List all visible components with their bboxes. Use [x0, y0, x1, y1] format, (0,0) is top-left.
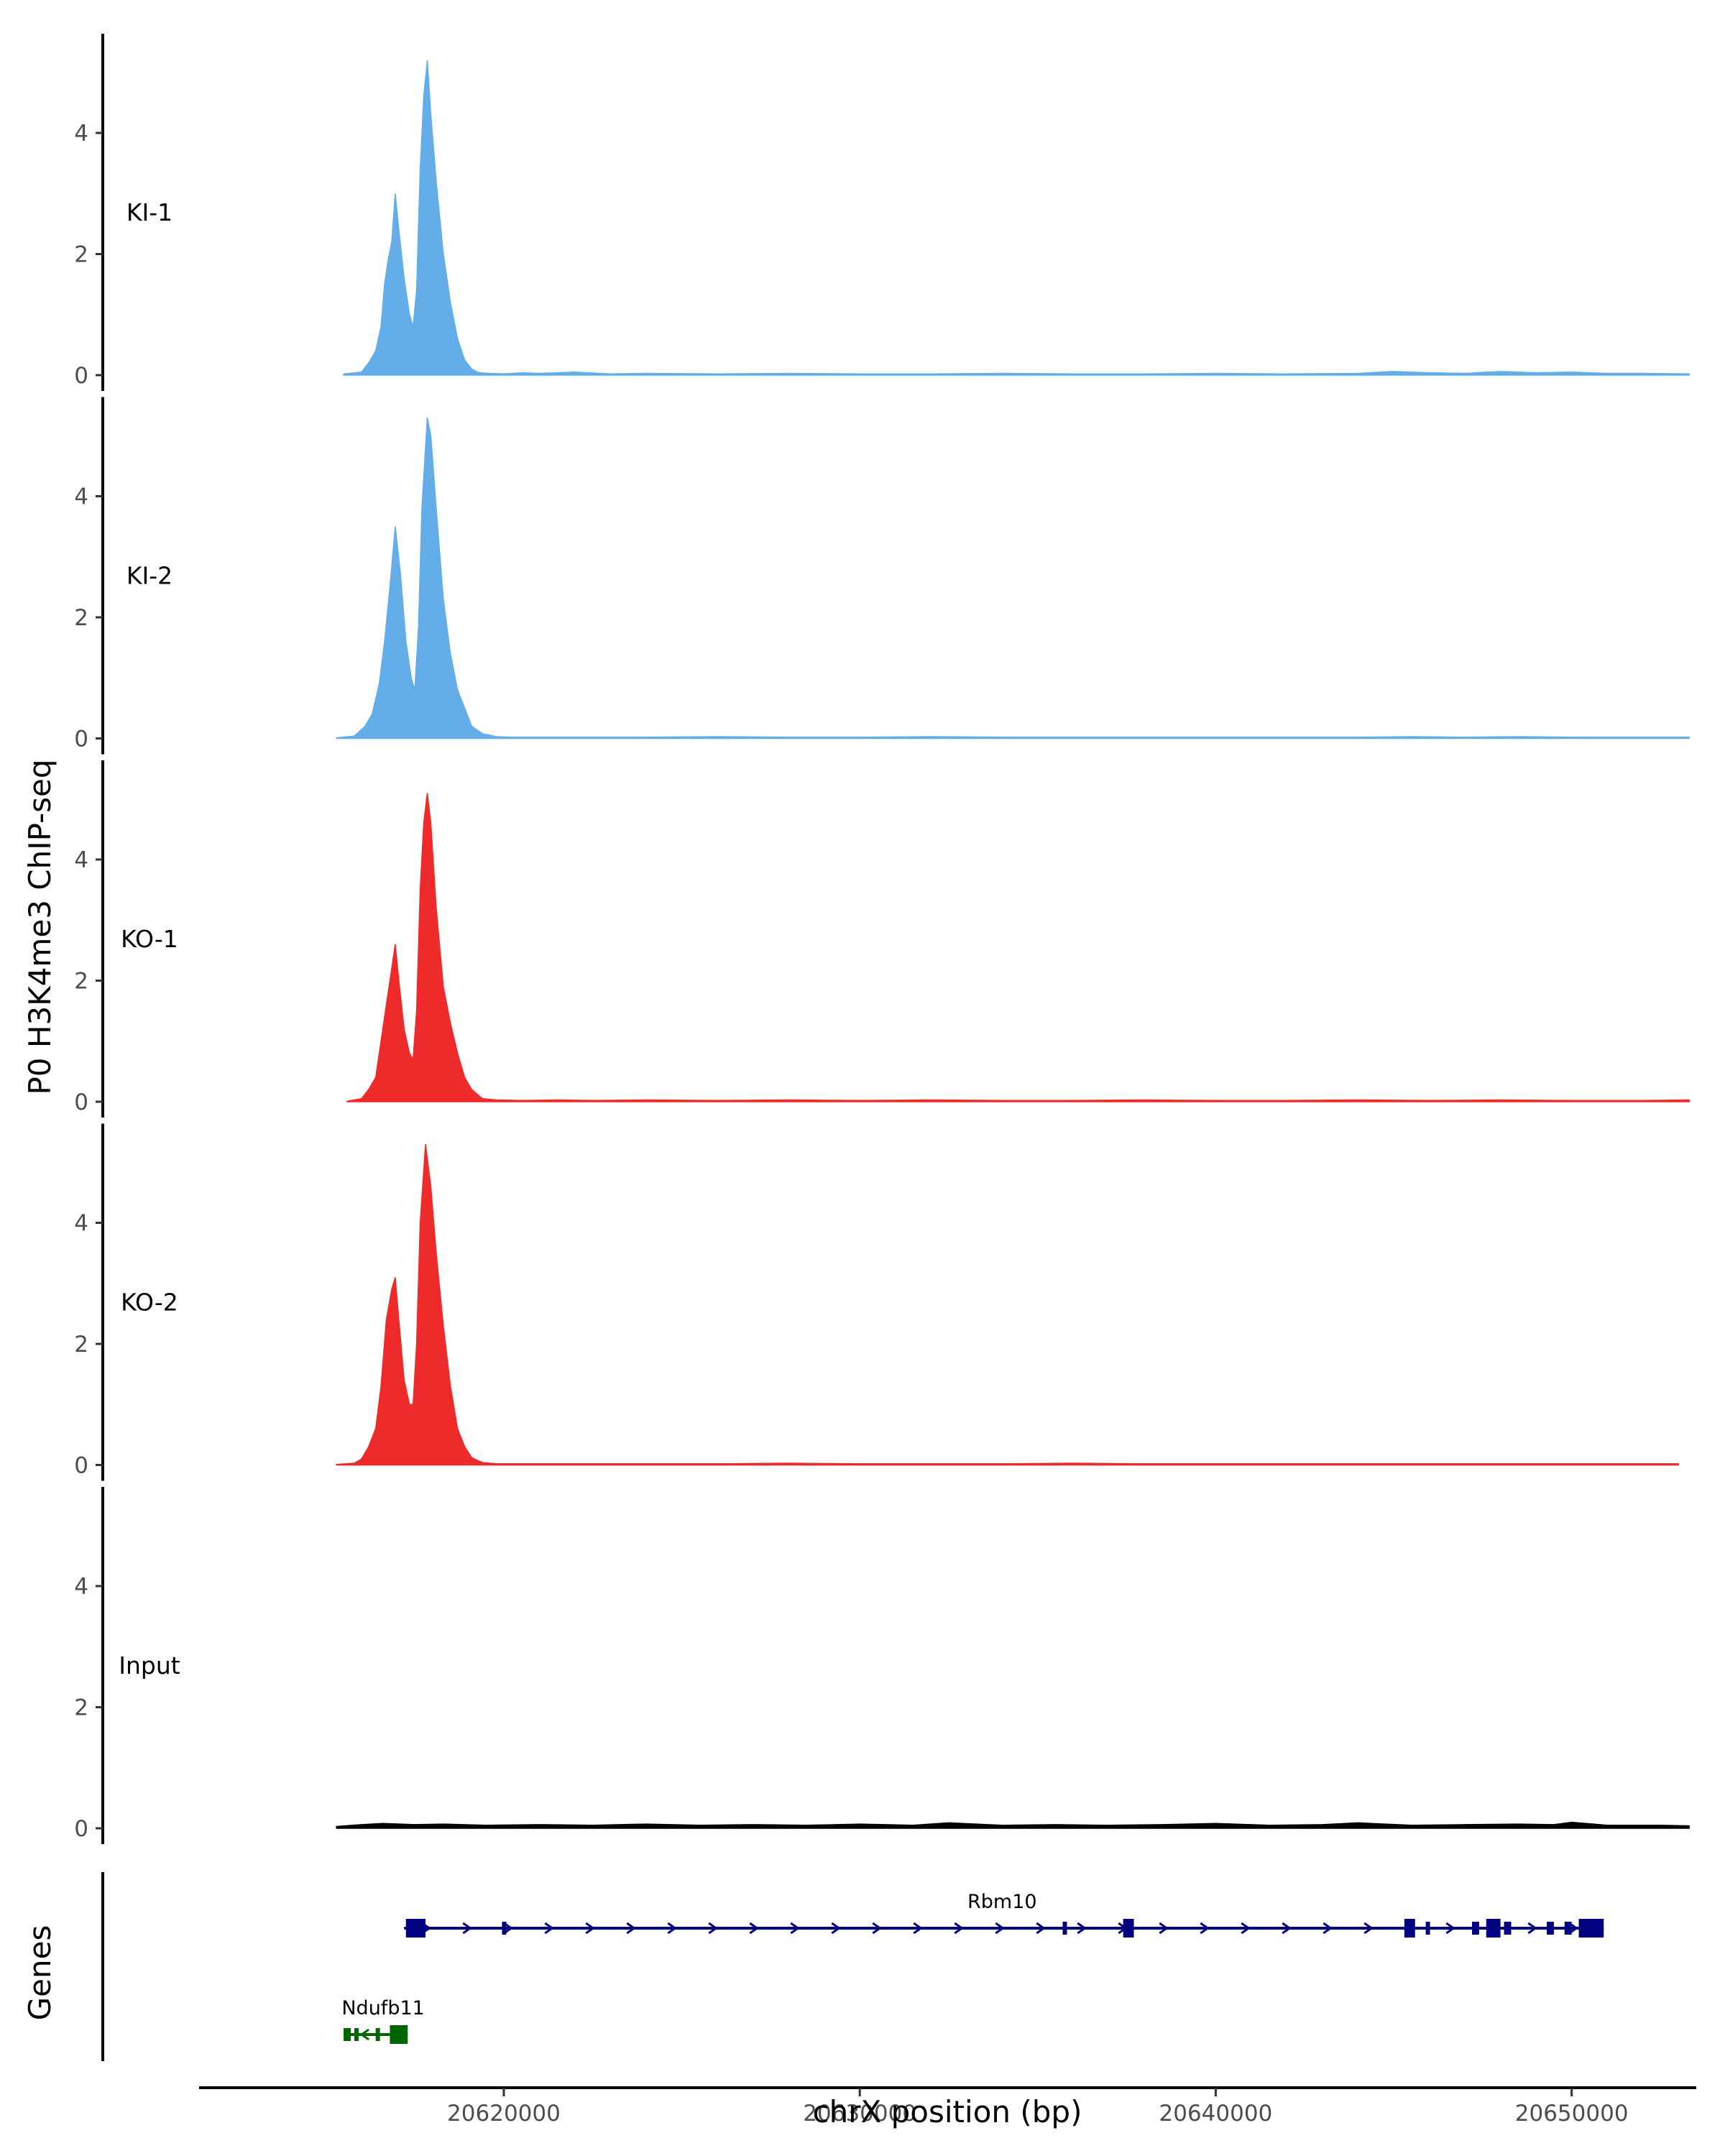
track-label: KI-1 — [126, 198, 172, 226]
exon-block — [1578, 1919, 1604, 1938]
track-ko-1: 0 2 4 KO-1 — [74, 760, 1690, 1118]
exon-block — [375, 2028, 380, 2041]
track-label: KO-1 — [121, 925, 178, 953]
exon-block — [344, 2028, 351, 2041]
track-ki-1: 0 2 4 KI-1 — [74, 34, 1690, 391]
exon-block — [1404, 1919, 1415, 1938]
strand-chevron — [995, 1922, 1005, 1935]
strand-chevron — [1159, 1922, 1169, 1935]
strand-chevron — [708, 1922, 718, 1935]
exon-block — [1504, 1922, 1512, 1935]
x-tick-label: 20620000 — [447, 2101, 561, 2127]
track-label: Input — [119, 1651, 180, 1680]
strand-chevron — [749, 1922, 759, 1935]
exon-block — [502, 1922, 507, 1935]
strand-chevron — [913, 1922, 923, 1935]
y-tick-label: 0 — [74, 1816, 88, 1842]
strand-chevron — [462, 1922, 472, 1935]
track-label: KO-2 — [121, 1289, 178, 1317]
exon-block — [1472, 1922, 1479, 1935]
track-ki-2: 0 2 4 KI-2 — [74, 397, 1690, 755]
x-tick-label: 20630000 — [803, 2101, 916, 2127]
y-tick-label: 2 — [74, 1332, 88, 1358]
strand-chevron — [544, 1922, 554, 1935]
y-tick-label: 2 — [74, 1695, 88, 1720]
signal-area-ki-2 — [336, 417, 1690, 740]
y-tick-label: 0 — [74, 727, 88, 752]
signal-area-ki-1 — [343, 60, 1690, 376]
y-tick-label: 4 — [74, 121, 88, 147]
y-tick-label: 0 — [74, 363, 88, 389]
x-tick-label: 20640000 — [1159, 2101, 1273, 2127]
exon-block — [1564, 1922, 1572, 1935]
y-tick-label: 2 — [74, 605, 88, 631]
exon-block — [354, 2028, 359, 2041]
signal-area-ko-1 — [346, 793, 1690, 1102]
strand-chevron — [667, 1922, 677, 1935]
signal-area-ko-2 — [336, 1143, 1679, 1466]
exon-block — [1547, 1922, 1554, 1935]
strand-chevron — [1363, 1922, 1374, 1935]
exon-block — [1486, 1919, 1501, 1938]
y-tick-label: 2 — [74, 968, 88, 994]
gene-annotation-track: Rbm10 Ndufb11 — [101, 1872, 1604, 2061]
strand-chevron — [359, 2028, 369, 2041]
exon-block — [405, 1919, 426, 1938]
track-ko-2: 0 2 4 KO-2 — [74, 1123, 1679, 1481]
y-tick-label: 0 — [74, 1089, 88, 1115]
strand-chevron — [1322, 1922, 1333, 1935]
gene-label-ndufb11: Ndufb11 — [341, 1997, 424, 2019]
y-tick-label: 0 — [74, 1453, 88, 1479]
x-tick-label: 20650000 — [1515, 2101, 1629, 2127]
x-axis: 20620000 20630000 20640000 20650000 — [199, 2086, 1696, 2127]
strand-chevron — [1077, 1922, 1087, 1935]
strand-chevron — [626, 1922, 636, 1935]
gene-rbm10: Rbm10 — [404, 1891, 1604, 1938]
y-tick-label: 4 — [74, 1574, 88, 1600]
signal-tracks: 0 2 4 KI-1 0 2 4 KI-2 0 2 4 KO-1 0 2 4 KO-2 0 2 4 Input — [74, 34, 1690, 1844]
gene-ndufb11: Ndufb11 — [341, 1997, 425, 2044]
strand-chevron — [790, 1922, 800, 1935]
strand-chevron — [831, 1922, 841, 1935]
y-tick-label: 4 — [74, 484, 88, 510]
track-label: KI-2 — [126, 562, 172, 590]
strand-chevron — [1445, 1922, 1455, 1935]
y-tick-label: 4 — [74, 1210, 88, 1236]
y-tick-label: 2 — [74, 241, 88, 267]
strand-chevron — [1200, 1922, 1210, 1935]
strand-chevron — [585, 1922, 595, 1935]
gene-label-rbm10: Rbm10 — [967, 1891, 1037, 1913]
x-axis-title: chrX position (bp) — [813, 2094, 1082, 2129]
strand-chevron — [872, 1922, 882, 1935]
strand-chevron — [1527, 1922, 1537, 1935]
strand-chevron — [1036, 1922, 1046, 1935]
strand-chevron — [1282, 1922, 1292, 1935]
exon-block — [390, 2025, 408, 2044]
strand-chevron — [503, 1922, 513, 1935]
exon-block — [1062, 1922, 1067, 1935]
signal-area-input — [336, 1821, 1690, 1829]
exon-block — [1425, 1922, 1430, 1935]
y-tick-label: 4 — [74, 847, 88, 873]
track-input: 0 2 4 Input — [74, 1487, 1690, 1844]
strand-chevron — [1241, 1922, 1251, 1935]
exon-block — [1123, 1919, 1134, 1938]
y-axis-title: P0 H3K4me3 ChIP-seq — [22, 759, 58, 1095]
genes-axis-title: Genes — [22, 1925, 58, 2021]
strand-chevron — [954, 1922, 964, 1935]
